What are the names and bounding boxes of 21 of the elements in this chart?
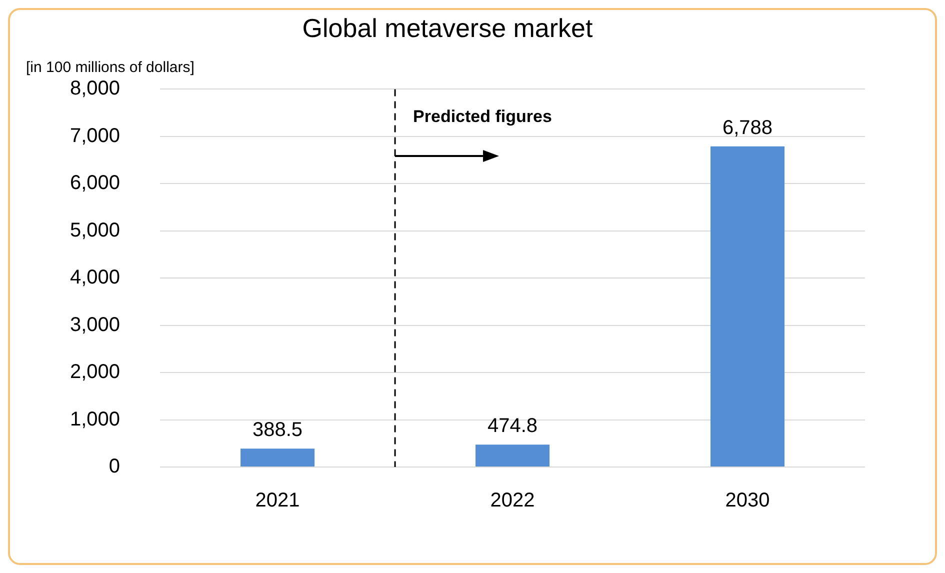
y-tick-label: 8,000: [70, 78, 120, 100]
y-tick-label: 6,000: [70, 172, 120, 194]
bar: [240, 448, 315, 466]
data-label: 474.8: [487, 415, 538, 438]
bar: [710, 146, 785, 466]
y-axis-title: [in 100 millions of dollars]: [26, 58, 194, 76]
x-tick-label: 2030: [725, 490, 770, 512]
x-tick-label: 2021: [255, 490, 300, 512]
y-tick-label: 4,000: [70, 266, 120, 289]
chart-title: Global metaverse market: [302, 12, 594, 43]
y-tick-label: 2,000: [70, 361, 120, 384]
y-tick-label: 3,000: [70, 314, 120, 336]
bar: [476, 444, 550, 466]
x-tick-label: 2022: [490, 490, 535, 512]
data-label: 6,788: [722, 116, 773, 139]
y-tick-label: 1,000: [70, 408, 120, 430]
y-tick-label: 0: [108, 456, 120, 478]
y-tick-label: 5,000: [70, 219, 120, 242]
data-label: 388.5: [252, 419, 303, 442]
ref-line-label: Predicted figures: [413, 106, 552, 126]
y-tick-label: 7,000: [70, 124, 120, 147]
